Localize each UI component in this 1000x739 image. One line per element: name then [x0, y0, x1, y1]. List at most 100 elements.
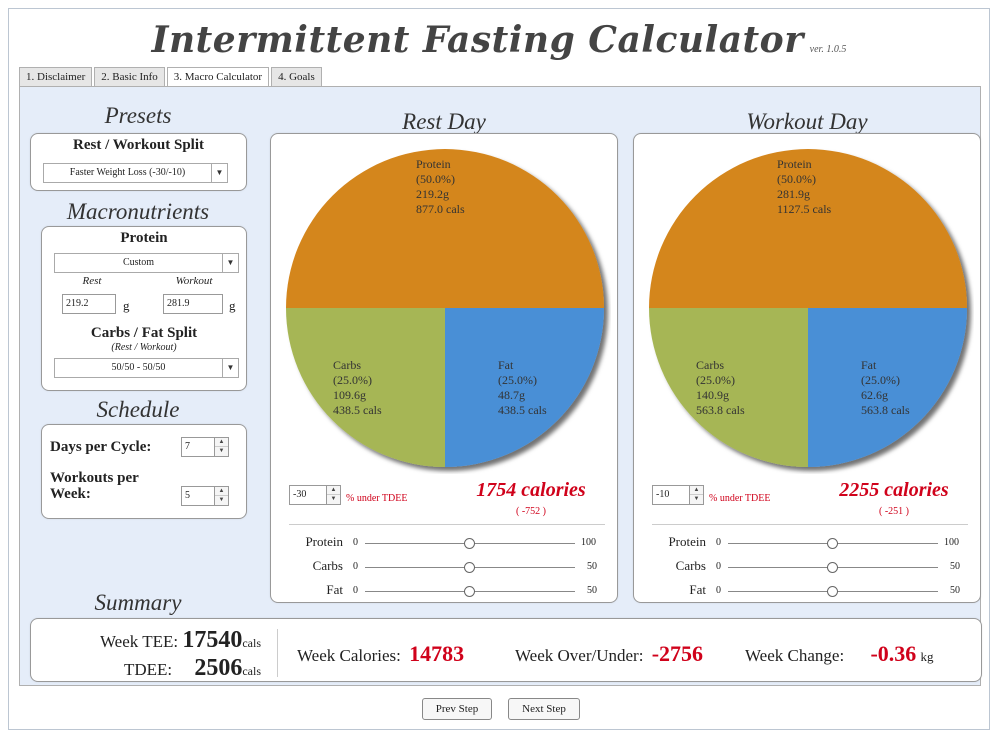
rest-pie-slice-fat [445, 308, 604, 467]
summary-panel: Week TEE: 17540cals TDEE: 2506cals Week … [30, 618, 982, 682]
slider-max: 50 [587, 561, 597, 572]
workout-pie-slice-carbs [649, 308, 808, 467]
workout-day-panel: Protein (50.0%) 281.9g 1127.5 cals Carbs (25… [633, 133, 981, 603]
workouts-per-week-stepper[interactable]: ▲ ▼ [215, 486, 229, 506]
chevron-down-icon: ▼ [211, 164, 227, 182]
slider-min: 0 [716, 585, 721, 596]
app-version: ver. 1.0.5 [809, 44, 847, 55]
slider-max: 100 [944, 537, 959, 548]
tab-disclaimer[interactable]: 1. Disclaimer [19, 67, 93, 87]
tab-macro-calculator[interactable]: 3. Macro Calculator [166, 67, 270, 88]
workout-pie-slice-fat [808, 308, 967, 467]
rest-divider [289, 524, 605, 525]
slider-knob[interactable] [827, 538, 838, 549]
carbs-fat-value: 50/50 - 50/50 [111, 362, 166, 373]
tdee-value: 2506 [194, 655, 243, 681]
week-change: Week Change: -0.36 kg [745, 641, 934, 666]
presets-title: Presets [104, 103, 172, 128]
rest-day-panel: Protein (50.0%) 219.2g 877.0 cals Carbs (25.… [270, 133, 618, 603]
rest-pie-slice-carbs [286, 308, 445, 467]
slider-label: Fat [689, 582, 706, 597]
protein-mode-value: Custom [122, 257, 155, 268]
split-select[interactable]: Faster Weight Loss (-30/-10) ▼ [43, 163, 228, 183]
week-tee-value: 17540 [182, 627, 243, 653]
protein-label: Protein [120, 230, 168, 246]
chevron-down-icon: ▼ [222, 359, 238, 377]
week-over-under-value: -2756 [651, 641, 704, 666]
slider-label: Fat [326, 582, 343, 597]
arrow-up-icon[interactable]: ▲ [215, 487, 228, 496]
arrow-up-icon[interactable]: ▲ [327, 486, 340, 495]
prev-step-button[interactable]: Prev Step [422, 698, 492, 720]
days-per-cycle-label: Days per Cycle: [50, 439, 152, 455]
days-per-cycle-input[interactable]: 7 [181, 437, 215, 457]
rest-tdee-offset-input[interactable]: -30 [289, 485, 327, 505]
arrow-down-icon[interactable]: ▼ [330, 496, 337, 502]
slider-label: Carbs [312, 558, 343, 573]
workout-divider [652, 524, 968, 525]
presets-panel: Rest / Workout Split Faster Weight Loss … [30, 133, 247, 191]
workout-fat-label: Fat (25.0%) 62.6g 563.8 cals [861, 358, 910, 417]
week-over-under: Week Over/Under: -2756 [515, 641, 704, 666]
rest-under-tdee-label: % under TDEE [346, 493, 408, 504]
rest-fat-label: Fat (25.0%) 48.7g 438.5 cals [498, 358, 547, 417]
slider-max: 50 [587, 585, 597, 596]
slider-knob[interactable] [827, 586, 838, 597]
workout-day-title: Workout Day [746, 109, 868, 134]
week-calories: Week Calories: 14783 [297, 641, 465, 666]
arrow-up-icon[interactable]: ▲ [690, 486, 703, 495]
next-step-button[interactable]: Next Step [508, 698, 580, 720]
slider-min: 0 [716, 537, 721, 548]
workout-day-pie [649, 149, 967, 467]
arrow-down-icon[interactable]: ▼ [218, 448, 225, 454]
summary-title: Summary [94, 590, 182, 615]
slider-label: Carbs [675, 558, 706, 573]
slider-knob[interactable] [464, 562, 475, 573]
workouts-per-week-label: Workouts per Week: [50, 470, 139, 502]
rest-calories-delta: ( -752 ) [516, 506, 546, 517]
carbs-fat-sublabel: (Rest / Workout) [111, 342, 177, 353]
days-per-cycle-stepper[interactable]: ▲ ▼ [215, 437, 229, 457]
rest-day-pie [286, 149, 604, 467]
protein-mode-select[interactable]: Custom ▼ [54, 253, 239, 273]
split-select-value: Faster Weight Loss (-30/-10) [69, 167, 186, 178]
schedule-panel: Days per Cycle: 7 ▲ ▼ Workouts per Week: … [41, 424, 247, 519]
rest-carbs-label: Carbs (25.0%) 109.6g 438.5 cals [333, 358, 382, 417]
protein-workout-input[interactable]: 281.9 [163, 294, 223, 314]
slider-label: Protein [668, 534, 706, 549]
slider-max: 100 [581, 537, 596, 548]
workout-tdee-stepper[interactable]: ▲ ▼ [690, 485, 704, 505]
workout-label: Workout [175, 275, 213, 287]
tab-content: Presets Rest / Workout Split Faster Weig… [19, 86, 982, 686]
macros-panel: Protein Custom ▼ Rest Workout 219.2 g 28… [41, 226, 247, 391]
slider-knob[interactable] [827, 562, 838, 573]
carbs-fat-select[interactable]: 50/50 - 50/50 ▼ [54, 358, 239, 378]
workout-tdee-offset-input[interactable]: -10 [652, 485, 690, 505]
arrow-up-icon[interactable]: ▲ [215, 438, 228, 447]
chevron-down-icon: ▼ [222, 254, 238, 272]
slider-label: Protein [305, 534, 343, 549]
split-label: Rest / Workout Split [73, 137, 204, 153]
macros-title: Macronutrients [66, 199, 210, 224]
tab-goals[interactable]: 4. Goals [271, 67, 322, 87]
app-window: Intermittent Fasting Calculator ver. 1.0.… [8, 8, 990, 730]
slider-knob[interactable] [464, 538, 475, 549]
tab-basic-info[interactable]: 2. Basic Info [94, 67, 165, 87]
summary-divider [277, 629, 278, 677]
slider-min: 0 [353, 585, 358, 596]
arrow-down-icon[interactable]: ▼ [218, 497, 225, 503]
rest-tdee-stepper[interactable]: ▲ ▼ [327, 485, 341, 505]
tab-bar: 1. Disclaimer 2. Basic Info 3. Macro Cal… [19, 67, 324, 88]
workouts-per-week-input[interactable]: 5 [181, 486, 215, 506]
week-calories-value: 14783 [409, 641, 465, 666]
slider-knob[interactable] [464, 586, 475, 597]
protein-workout-unit: g [229, 298, 236, 313]
rest-pie-slice-protein [286, 149, 604, 308]
tdee: TDEE: 2506cals [123, 655, 261, 681]
protein-rest-input[interactable]: 219.2 [62, 294, 116, 314]
rest-day-title: Rest Day [402, 109, 486, 134]
arrow-down-icon[interactable]: ▼ [693, 496, 700, 502]
slider-min: 0 [353, 537, 358, 548]
workout-pie-slice-protein [649, 149, 967, 308]
slider-max: 50 [950, 585, 960, 596]
